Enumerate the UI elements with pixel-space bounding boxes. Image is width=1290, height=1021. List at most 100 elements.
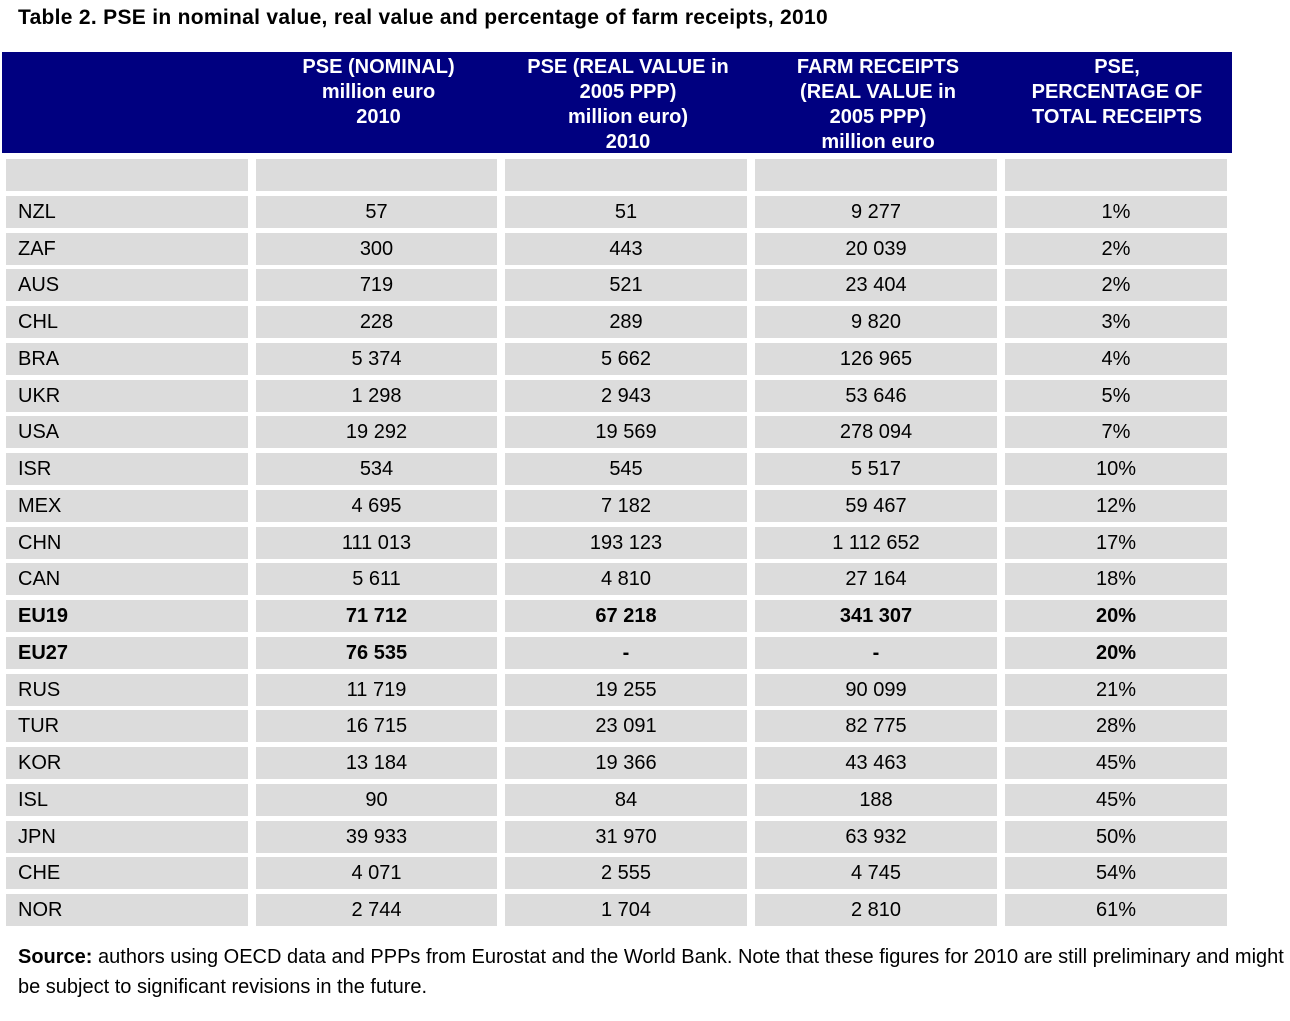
cell-pse-real: 19 255 xyxy=(505,674,747,706)
cell-pse-percentage: 20% xyxy=(1005,600,1227,632)
cell-farm-receipts: 27 164 xyxy=(755,563,997,595)
cell-country: RUS xyxy=(6,674,248,706)
cell-pse-nominal: 13 184 xyxy=(256,747,497,779)
table-row: NZL 57 51 9 277 1% xyxy=(0,196,1290,228)
table-row: USA 19 292 19 569 278 094 7% xyxy=(0,416,1290,448)
cell-pse-percentage: 4% xyxy=(1005,343,1227,375)
cell-pse-percentage: 50% xyxy=(1005,821,1227,853)
table-row: CHN 111 013 193 123 1 112 652 17% xyxy=(0,527,1290,559)
table-row: EU27 76 535- -20% xyxy=(0,637,1290,669)
table-title: Table 2. PSE in nominal value, real valu… xyxy=(18,6,828,29)
header-pse-percentage: PSE, PERCENTAGE OF TOTAL RECEIPTS xyxy=(1031,56,1203,128)
cell-pse-real: 67 218 xyxy=(505,600,747,632)
cell-pse-nominal: 4 695 xyxy=(256,490,497,522)
cell-farm-receipts: 63 932 xyxy=(755,821,997,853)
cell-country: USA xyxy=(6,416,248,448)
cell-country: BRA xyxy=(6,343,248,375)
cell-pse-percentage: 17% xyxy=(1005,527,1227,559)
cell-farm-receipts xyxy=(755,159,997,191)
cell-pse-real: 19 569 xyxy=(505,416,747,448)
cell-country: MEX xyxy=(6,490,248,522)
cell-pse-nominal: 5 374 xyxy=(256,343,497,375)
cell-pse-percentage: 5% xyxy=(1005,380,1227,412)
table-row: KOR 13 184 19 366 43 463 45% xyxy=(0,747,1290,779)
header-farm-receipts: FARM RECEIPTS (REAL VALUE in 2005 PPP) m… xyxy=(796,56,960,153)
cell-pse-nominal: 1 298 xyxy=(256,380,497,412)
cell-country: UKR xyxy=(6,380,248,412)
cell-pse-real: 289 xyxy=(505,306,747,338)
cell-farm-receipts: 5 517 xyxy=(755,453,997,485)
table-row: ZAF 300 443 20 039 2% xyxy=(0,233,1290,265)
cell-pse-real: 31 970 xyxy=(505,821,747,853)
cell-country: EU19 xyxy=(6,600,248,632)
cell-pse-percentage: 20% xyxy=(1005,637,1227,669)
cell-pse-percentage: 12% xyxy=(1005,490,1227,522)
source-label: Source: xyxy=(18,946,93,968)
table-row: BRA 5 374 5 662 126 965 4% xyxy=(0,343,1290,375)
cell-pse-percentage: 61% xyxy=(1005,894,1227,926)
table-row: JPN 39 933 31 970 63 932 50% xyxy=(0,821,1290,853)
cell-country: EU27 xyxy=(6,637,248,669)
cell-pse-nominal: 2 744 xyxy=(256,894,497,926)
cell-pse-nominal: 534 xyxy=(256,453,497,485)
cell-pse-real: 521 xyxy=(505,269,747,301)
table-row xyxy=(0,159,1290,191)
header-pse-real: PSE (REAL VALUE in 2005 PPP) million eur… xyxy=(527,56,729,153)
cell-pse-nominal xyxy=(256,159,497,191)
cell-pse-percentage: 10% xyxy=(1005,453,1227,485)
cell-country: CAN xyxy=(6,563,248,595)
cell-farm-receipts: - xyxy=(755,637,997,669)
cell-pse-nominal: 719 xyxy=(256,269,497,301)
cell-farm-receipts: 188 xyxy=(755,784,997,816)
cell-farm-receipts: 20 039 xyxy=(755,233,997,265)
cell-pse-percentage: 3% xyxy=(1005,306,1227,338)
cell-pse-nominal: 11 719 xyxy=(256,674,497,706)
cell-pse-nominal: 16 715 xyxy=(256,710,497,742)
cell-farm-receipts: 59 467 xyxy=(755,490,997,522)
cell-pse-percentage: 54% xyxy=(1005,857,1227,889)
cell-pse-nominal: 19 292 xyxy=(256,416,497,448)
header-pse-nominal: PSE (NOMINAL) million euro 2010 xyxy=(302,56,455,128)
cell-pse-nominal: 71 712 xyxy=(256,600,497,632)
cell-country: AUS xyxy=(6,269,248,301)
table-row: EU19 71 712 67 218 341 307 20% xyxy=(0,600,1290,632)
table-row: ISR 534 545 5 517 10% xyxy=(0,453,1290,485)
cell-pse-real: 1 704 xyxy=(505,894,747,926)
cell-pse-nominal: 39 933 xyxy=(256,821,497,853)
cell-pse-real: 2 555 xyxy=(505,857,747,889)
cell-country: ISL xyxy=(6,784,248,816)
cell-country: CHE xyxy=(6,857,248,889)
cell-country: CHL xyxy=(6,306,248,338)
cell-pse-percentage: 45% xyxy=(1005,747,1227,779)
cell-farm-receipts: 53 646 xyxy=(755,380,997,412)
table-row: NOR 2 744 1 704 2 810 61% xyxy=(0,894,1290,926)
cell-pse-nominal: 90 xyxy=(256,784,497,816)
table-header: PSE (NOMINAL) million euro 2010 PSE (REA… xyxy=(2,52,1232,153)
cell-country: TUR xyxy=(6,710,248,742)
cell-pse-real: 4 810 xyxy=(505,563,747,595)
cell-country: ISR xyxy=(6,453,248,485)
cell-farm-receipts: 2 810 xyxy=(755,894,997,926)
table-row: RUS 11 719 19 255 90 099 21% xyxy=(0,674,1290,706)
cell-pse-percentage: 18% xyxy=(1005,563,1227,595)
cell-farm-receipts: 1 112 652 xyxy=(755,527,997,559)
cell-pse-nominal: 5 611 xyxy=(256,563,497,595)
cell-farm-receipts: 9 820 xyxy=(755,306,997,338)
cell-pse-real: - xyxy=(505,637,747,669)
cell-country: KOR xyxy=(6,747,248,779)
cell-country: JPN xyxy=(6,821,248,853)
cell-pse-nominal: 76 535 xyxy=(256,637,497,669)
source-text: authors using OECD data and PPPs from Eu… xyxy=(18,946,1284,998)
cell-farm-receipts: 43 463 xyxy=(755,747,997,779)
cell-pse-percentage: 45% xyxy=(1005,784,1227,816)
cell-pse-nominal: 4 071 xyxy=(256,857,497,889)
table-row: MEX 4 695 7 182 59 467 12% xyxy=(0,490,1290,522)
cell-pse-percentage: 1% xyxy=(1005,196,1227,228)
cell-pse-percentage: 21% xyxy=(1005,674,1227,706)
cell-farm-receipts: 23 404 xyxy=(755,269,997,301)
cell-country: ZAF xyxy=(6,233,248,265)
cell-pse-nominal: 228 xyxy=(256,306,497,338)
cell-farm-receipts: 9 277 xyxy=(755,196,997,228)
cell-country: NZL xyxy=(6,196,248,228)
cell-pse-real: 19 366 xyxy=(505,747,747,779)
